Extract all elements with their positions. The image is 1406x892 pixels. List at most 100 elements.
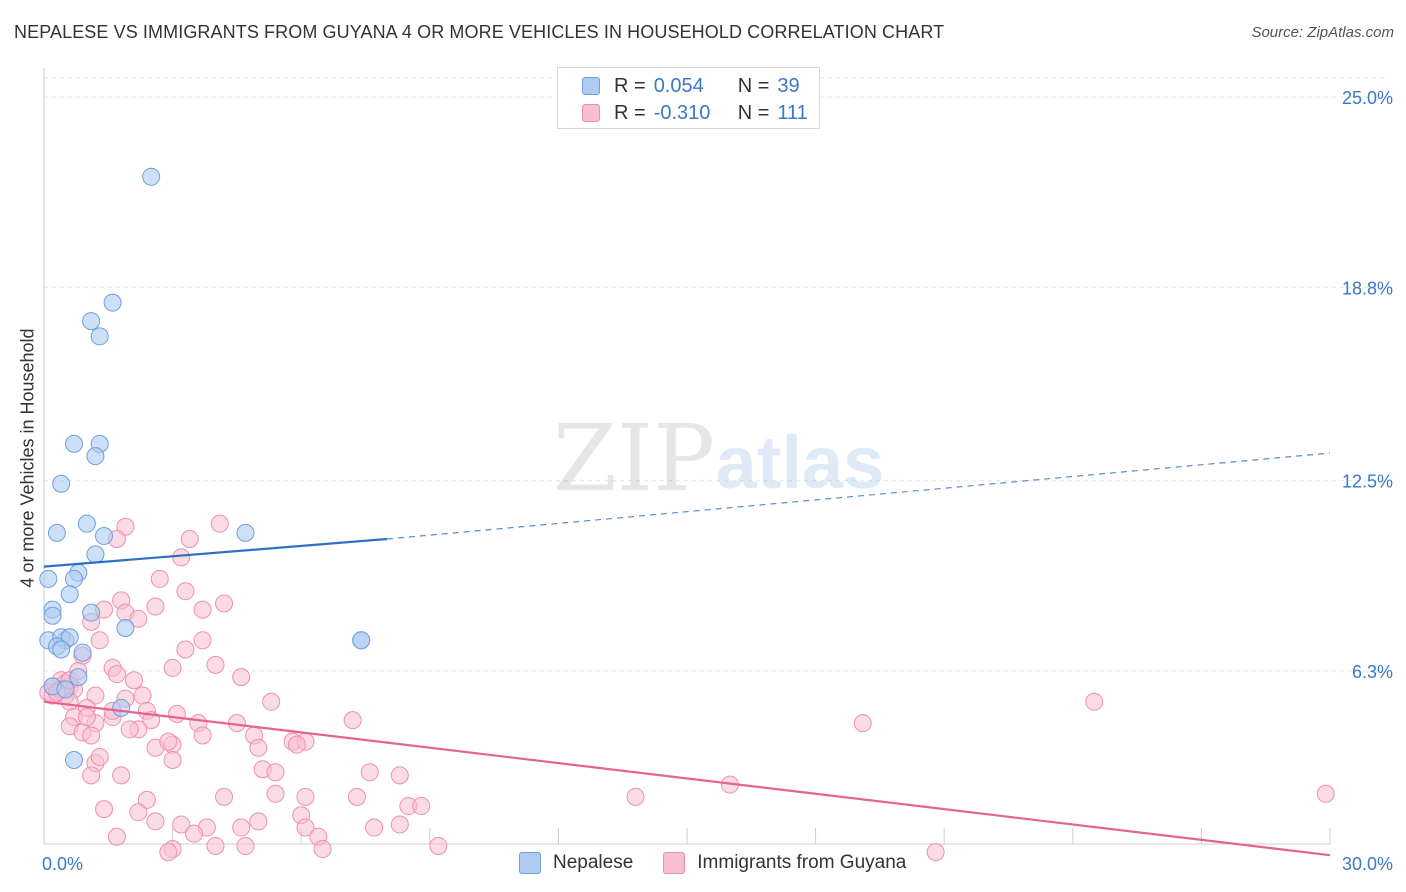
data-point-nepalese <box>52 474 71 493</box>
data-point-guyana <box>232 818 251 837</box>
watermark: ZIP atlas <box>553 405 884 512</box>
data-point-guyana <box>163 751 182 770</box>
data-point-guyana <box>210 514 229 533</box>
data-point-guyana <box>176 640 195 659</box>
data-point-guyana <box>1085 692 1104 711</box>
data-point-guyana <box>360 763 379 782</box>
data-point-guyana <box>215 594 234 613</box>
data-point-guyana <box>133 686 152 705</box>
source-label: Source: ZipAtlas.com <box>1251 24 1394 41</box>
data-point-nepalese <box>77 514 96 533</box>
legend-swatch-nepalese <box>582 77 600 95</box>
data-point-nepalese <box>65 569 84 588</box>
data-point-guyana <box>390 815 409 834</box>
data-point-nepalese <box>56 680 75 699</box>
x-tick-label: 0.0% <box>42 854 83 874</box>
data-point-guyana <box>172 548 191 567</box>
trend-lines <box>43 452 1331 857</box>
data-point-nepalese <box>90 327 109 346</box>
data-point-nepalese <box>352 631 371 650</box>
data-point-nepalese <box>82 312 101 331</box>
legend-swatch-guyana <box>663 852 686 874</box>
y-tick-label: 6.3% <box>1352 662 1393 682</box>
trend-line-guyana <box>43 700 1331 857</box>
series-nepalese <box>39 167 371 770</box>
data-point-guyana <box>86 686 105 705</box>
data-point-guyana <box>206 655 225 674</box>
legend-label-guyana: Immigrants from Guyana <box>697 852 907 873</box>
legend-label-nepalese: Nepalese <box>553 852 634 873</box>
data-point-guyana <box>159 732 178 751</box>
data-point-guyana <box>193 631 212 650</box>
data-point-nepalese <box>65 434 84 453</box>
data-point-guyana <box>90 631 109 650</box>
data-point-guyana <box>365 818 384 837</box>
legend-n-label: N = <box>737 101 770 124</box>
data-point-guyana <box>185 824 204 843</box>
data-point-nepalese <box>95 526 114 545</box>
legend-series: Nepalese Immigrants from Guyana <box>519 852 906 874</box>
data-point-nepalese <box>236 523 255 542</box>
data-point-nepalese <box>73 643 92 662</box>
data-point-nepalese <box>47 523 66 542</box>
data-point-nepalese <box>103 293 122 312</box>
data-point-guyana <box>232 668 251 687</box>
data-point-guyana <box>159 843 178 862</box>
series-guyana <box>39 514 1335 862</box>
y-tick-label: 12.5% <box>1342 472 1393 492</box>
legend-r-label: R = <box>614 101 646 124</box>
data-point-guyana <box>215 787 234 806</box>
data-point-guyana <box>287 735 306 754</box>
trend-line-nepalese-extension <box>386 452 1331 540</box>
chart-title: NEPALESE VS IMMIGRANTS FROM GUYANA 4 OR … <box>14 22 945 42</box>
data-point-guyana <box>313 840 332 859</box>
data-point-guyana <box>193 726 212 745</box>
data-point-nepalese <box>60 585 79 604</box>
data-point-guyana <box>429 836 448 855</box>
data-point-guyana <box>249 812 268 831</box>
data-point-guyana <box>249 738 268 757</box>
data-point-nepalese <box>69 668 88 687</box>
legend-row-nepalese: R = 0.054 N = 39 <box>558 72 800 100</box>
data-point-guyana <box>137 790 156 809</box>
grid-lines <box>44 77 1390 672</box>
data-point-guyana <box>390 766 409 785</box>
data-point-nepalese <box>86 447 105 466</box>
data-point-nepalese <box>82 603 101 622</box>
data-point-guyana <box>129 803 148 822</box>
data-point-guyana <box>180 530 199 549</box>
legend-r-value-guyana: -0.310 <box>653 101 711 124</box>
data-point-guyana <box>90 747 109 766</box>
data-point-guyana <box>82 766 101 785</box>
data-point-guyana <box>120 720 139 739</box>
data-point-guyana <box>172 815 191 834</box>
data-point-nepalese <box>60 628 79 647</box>
data-point-nepalese <box>116 619 135 638</box>
legend-row-guyana: R = -0.310 N = 111 <box>558 99 808 127</box>
data-point-guyana <box>262 692 281 711</box>
data-point-guyana <box>163 658 182 677</box>
data-point-guyana <box>296 818 315 837</box>
data-point-guyana <box>193 600 212 619</box>
data-point-guyana <box>347 787 366 806</box>
axes <box>43 68 1331 845</box>
tick-labels: 6.3% 12.5% 18.8% 25.0% 0.0% 30.0% <box>42 88 1393 874</box>
legend-r-label: R = <box>614 74 646 97</box>
data-point-guyana <box>129 609 148 628</box>
data-point-guyana <box>77 708 96 727</box>
legend-stats: R = 0.054 N = 39 R = -0.310 N = 111 <box>557 67 820 129</box>
legend-swatch-nepalese <box>519 852 541 874</box>
data-point-guyana <box>95 800 114 819</box>
data-point-guyana <box>206 836 225 855</box>
data-point-guyana <box>266 784 285 803</box>
data-point-guyana <box>116 517 135 536</box>
x-tick-label: 30.0% <box>1342 854 1393 874</box>
data-point-nepalese <box>65 751 84 770</box>
data-point-guyana <box>296 787 315 806</box>
data-point-nepalese <box>43 606 62 625</box>
y-tick-label: 18.8% <box>1342 278 1393 298</box>
data-point-guyana <box>150 569 169 588</box>
data-point-nepalese <box>86 545 105 564</box>
legend-n-value-nepalese: 39 <box>777 74 800 97</box>
data-point-guyana <box>626 787 645 806</box>
